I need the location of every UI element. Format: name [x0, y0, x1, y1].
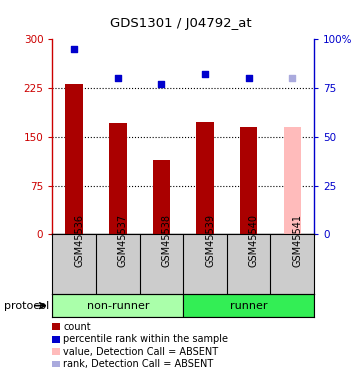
Text: GSM45541: GSM45541: [292, 214, 302, 267]
Text: GSM45537: GSM45537: [118, 214, 128, 267]
Point: [202, 72, 208, 78]
Point: [246, 75, 252, 81]
Text: GDS1301 / J04792_at: GDS1301 / J04792_at: [110, 17, 251, 30]
Text: count: count: [63, 322, 91, 332]
Bar: [196, 122, 214, 234]
Text: percentile rank within the sample: percentile rank within the sample: [63, 334, 228, 344]
Bar: [283, 127, 301, 234]
Bar: [240, 127, 257, 234]
Point: [158, 81, 164, 87]
Bar: [52, 294, 183, 317]
Point: [71, 46, 77, 52]
Bar: [65, 84, 83, 234]
Point: [290, 75, 295, 81]
Text: value, Detection Call = ABSENT: value, Detection Call = ABSENT: [63, 346, 218, 357]
Text: rank, Detection Call = ABSENT: rank, Detection Call = ABSENT: [63, 359, 213, 369]
Text: GSM45536: GSM45536: [74, 214, 84, 267]
Text: protocol: protocol: [4, 301, 49, 310]
Text: runner: runner: [230, 301, 268, 310]
Bar: [183, 294, 314, 317]
Bar: [109, 123, 126, 234]
Text: GSM45539: GSM45539: [205, 214, 215, 267]
Text: GSM45538: GSM45538: [161, 214, 171, 267]
Bar: [153, 160, 170, 234]
Point: [115, 75, 121, 81]
Text: non-runner: non-runner: [87, 301, 149, 310]
Text: GSM45540: GSM45540: [249, 214, 258, 267]
